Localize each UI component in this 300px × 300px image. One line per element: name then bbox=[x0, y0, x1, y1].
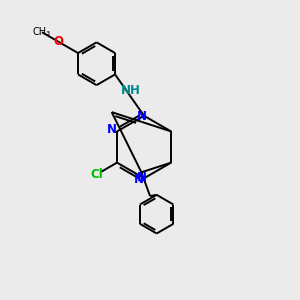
Text: Cl: Cl bbox=[90, 168, 103, 181]
Text: O: O bbox=[54, 35, 64, 48]
Text: N: N bbox=[136, 110, 146, 123]
Text: N: N bbox=[134, 173, 144, 186]
Text: CH₃: CH₃ bbox=[33, 27, 51, 37]
Text: N: N bbox=[136, 171, 146, 184]
Text: N: N bbox=[107, 123, 117, 136]
Text: NH: NH bbox=[121, 85, 141, 98]
